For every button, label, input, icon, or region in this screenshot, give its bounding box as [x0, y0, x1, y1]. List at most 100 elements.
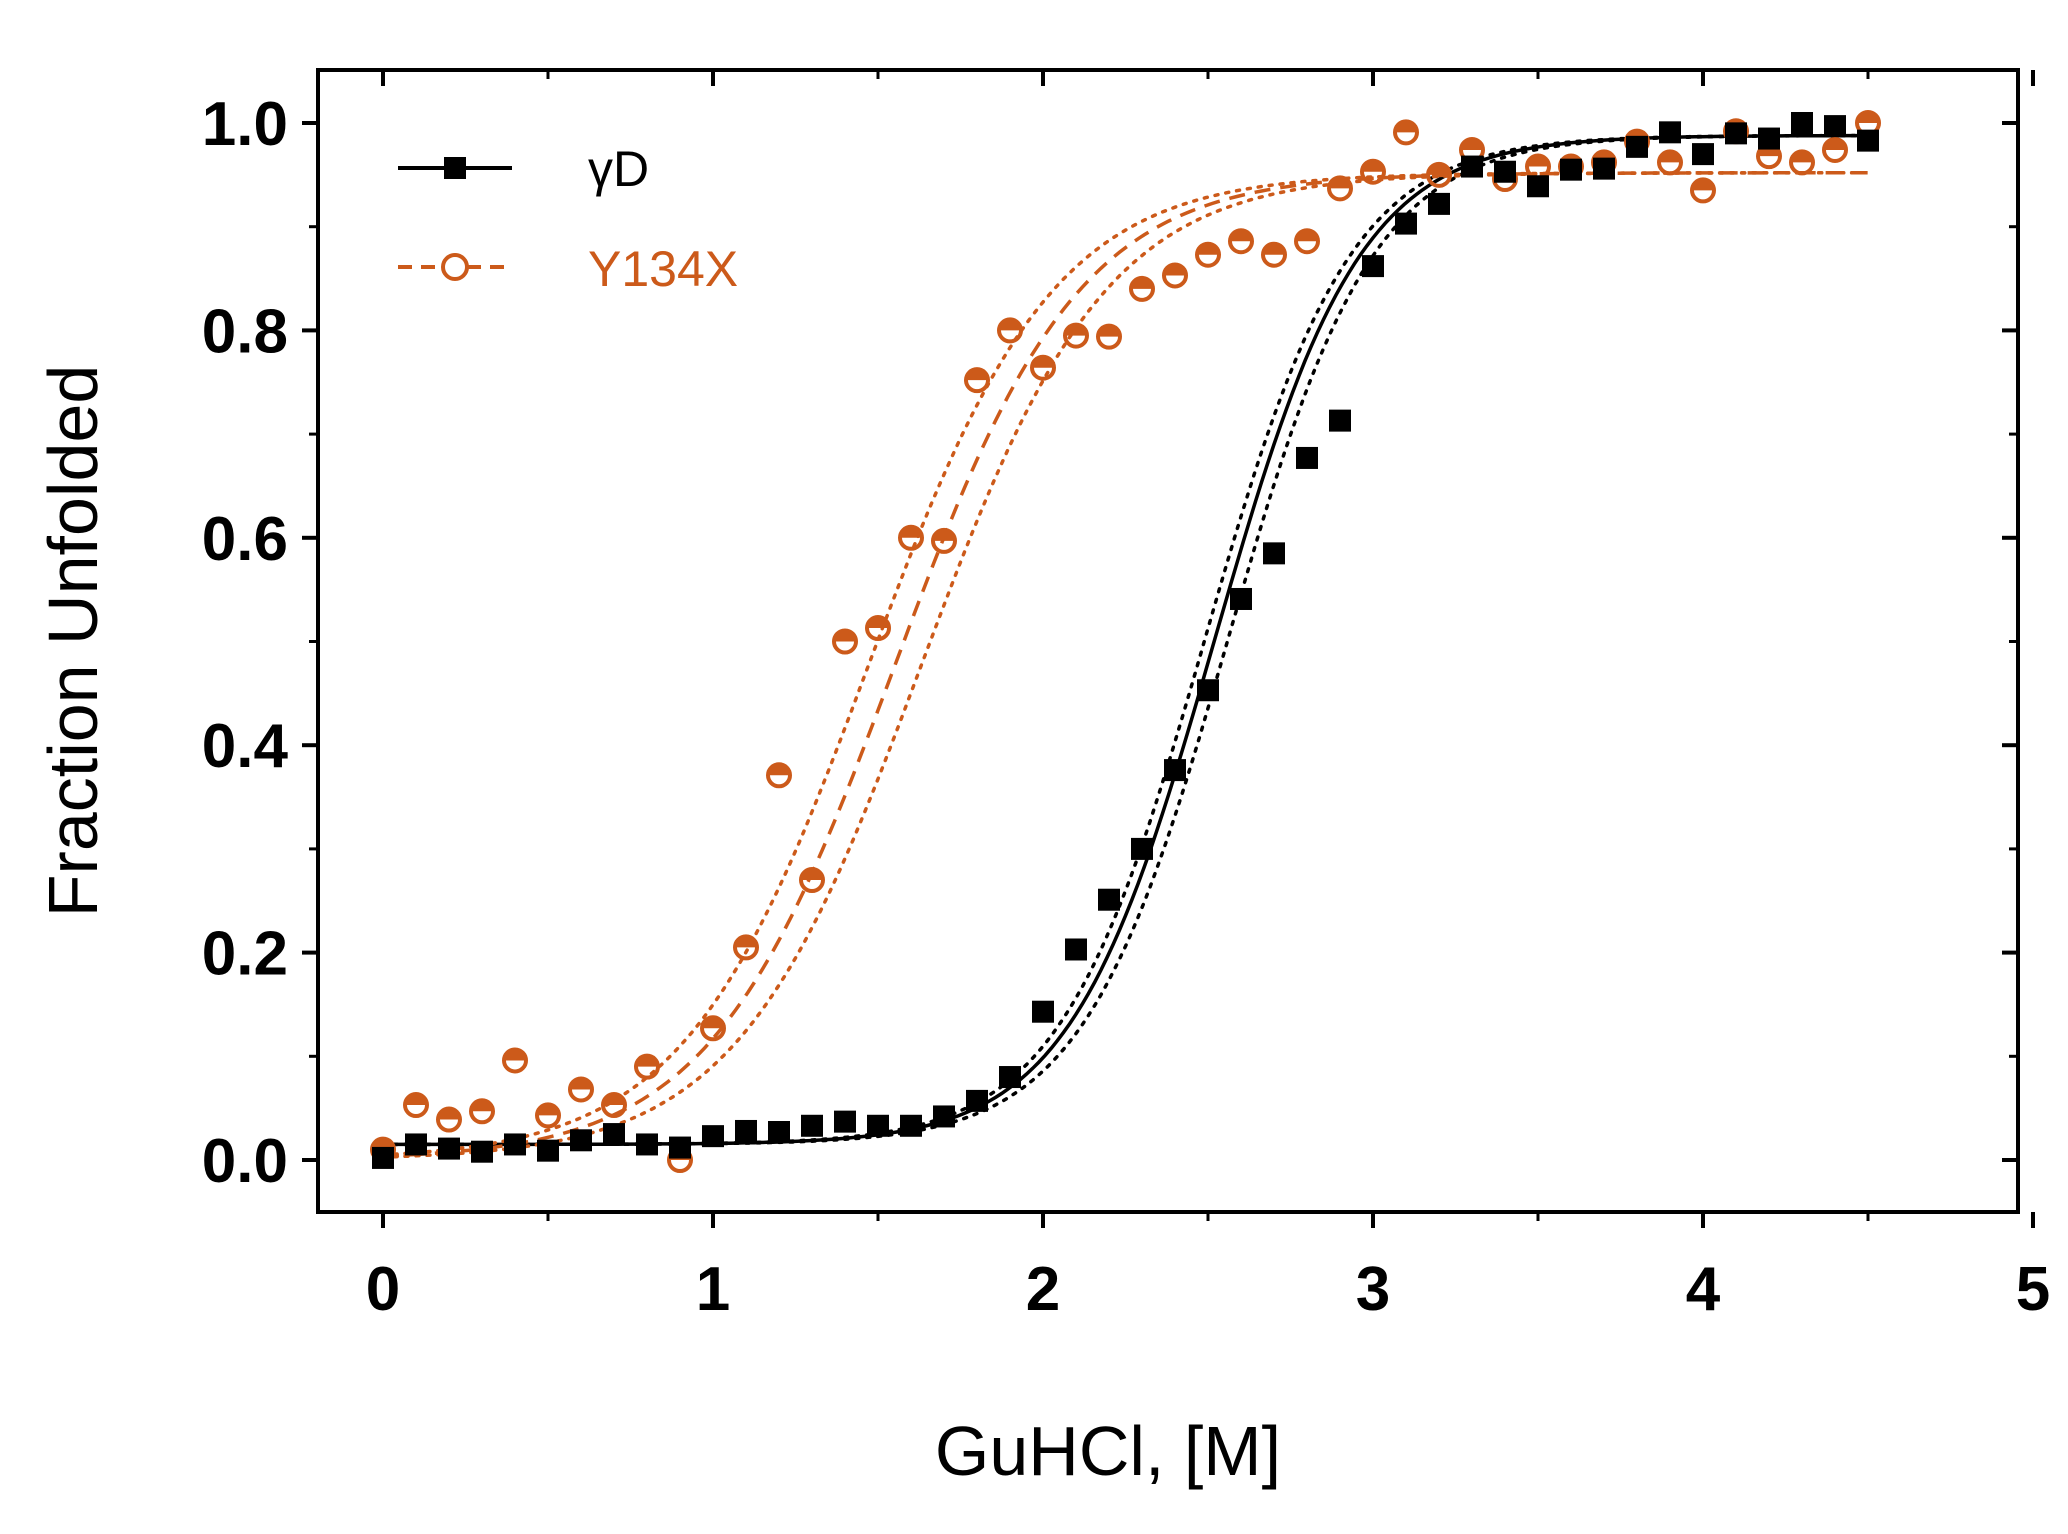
data-point-Y134X — [469, 1098, 495, 1125]
data-point-gammaD — [1230, 587, 1252, 610]
data-point-gammaD — [801, 1114, 823, 1137]
fit-line-1 — [382, 171, 1868, 1158]
data-point-Y134X — [1261, 241, 1287, 268]
x-tick-label: 5 — [2016, 1255, 2050, 1324]
x-tick-label: 4 — [1686, 1255, 1721, 1324]
data-point-Y134X — [1063, 322, 1089, 349]
marker-ring — [997, 317, 1023, 344]
marker-ring — [733, 934, 759, 961]
data-point-Y134X — [865, 615, 891, 642]
legend-marker-Y134X — [441, 253, 469, 281]
marker-ring — [1096, 323, 1122, 350]
marker-ring — [1657, 149, 1683, 176]
data-point-Y134X — [1789, 149, 1815, 176]
data-point-Y134X — [1360, 158, 1386, 185]
legend-label-gammaD: γD — [588, 141, 649, 197]
data-point-Y134X — [436, 1106, 462, 1133]
data-point-Y134X — [568, 1076, 594, 1103]
data-point-gammaD — [1296, 446, 1318, 469]
y-tick-label: 0.0 — [202, 1127, 288, 1196]
data-point-Y134X — [1657, 149, 1683, 176]
fit-curves — [381, 133, 1870, 1159]
data-point-gammaD — [768, 1121, 790, 1144]
data-point-gammaD — [1857, 129, 1879, 152]
confidence-band-1 — [381, 171, 1870, 1157]
legend: γD Y134X — [398, 141, 738, 297]
data-point-Y134X — [1228, 228, 1254, 255]
marker-ring — [1228, 228, 1254, 255]
legend-label-Y134X: Y134X — [588, 241, 738, 297]
marker-ring — [832, 628, 858, 655]
marker-ring — [865, 615, 891, 642]
data-point-gammaD — [1197, 679, 1219, 702]
y-tick-label: 0.2 — [202, 920, 288, 989]
marker-ring — [799, 867, 825, 894]
data-point-gammaD — [1461, 155, 1483, 178]
x-tick-label: 1 — [696, 1255, 730, 1324]
data-point-gammaD — [636, 1133, 658, 1156]
data-point-gammaD — [1428, 192, 1450, 215]
data-point-gammaD — [966, 1089, 988, 1112]
data-point-Y134X — [601, 1092, 627, 1119]
data-point-Y134X — [403, 1092, 429, 1119]
marker-ring — [1162, 262, 1188, 289]
data-point-Y134X — [1096, 323, 1122, 350]
data-point-gammaD — [1329, 409, 1351, 432]
data-point-Y134X — [931, 527, 957, 554]
y-tick-label: 1.0 — [202, 90, 288, 159]
data-point-gammaD — [1494, 160, 1516, 183]
data-point-Y134X — [1195, 241, 1221, 268]
data-point-gammaD — [372, 1146, 394, 1169]
data-point-gammaD — [603, 1123, 625, 1146]
data-point-gammaD — [1659, 121, 1681, 144]
data-point-Y134X — [1393, 119, 1419, 146]
data-point-Y134X — [766, 762, 792, 789]
fit-line-0 — [383, 133, 1868, 1147]
marker-ring — [601, 1092, 627, 1119]
marker-ring — [766, 762, 792, 789]
data-point-gammaD — [1692, 143, 1714, 166]
data-point-Y134X — [502, 1047, 528, 1074]
marker-ring — [1195, 241, 1221, 268]
data-point-Y134X — [1525, 153, 1551, 180]
axes: 0 1 2 3 4 5 0.0 0.2 0.4 0.6 0.8 1.0 — [202, 70, 2050, 1324]
data-point-Y134X — [1162, 262, 1188, 289]
data-point-gammaD — [438, 1137, 460, 1160]
marker-ring — [964, 367, 990, 394]
marker-ring — [1030, 354, 1056, 381]
data-point-Y134X — [964, 367, 990, 394]
marker-ring — [898, 524, 924, 551]
data-point-Y134X — [997, 317, 1023, 344]
data-point-Y134X — [1294, 228, 1320, 255]
data-point-gammaD — [1791, 112, 1813, 134]
confidence-band-1 — [381, 171, 1870, 1159]
data-point-Y134X — [1690, 177, 1716, 204]
data-point-gammaD — [1527, 175, 1549, 198]
data-point-Y134X — [535, 1102, 561, 1129]
data-point-gammaD — [900, 1114, 922, 1137]
marker-ring — [1393, 119, 1419, 146]
data-point-Y134X — [898, 524, 924, 551]
y-axis-title: Fraction Unfolded — [34, 365, 112, 918]
data-point-gammaD — [1560, 158, 1582, 181]
marker-ring — [931, 527, 957, 554]
legend-item-Y134X: Y134X — [398, 241, 738, 297]
marker-ring — [469, 1098, 495, 1125]
data-point-Y134X — [634, 1053, 660, 1080]
data-point-gammaD — [1593, 157, 1615, 180]
y-tick-label: 0.6 — [202, 505, 288, 574]
data-point-gammaD — [570, 1129, 592, 1152]
data-points — [370, 110, 1881, 1173]
data-point-Y134X — [1129, 275, 1155, 302]
data-point-gammaD — [1131, 837, 1153, 860]
data-point-Y134X — [1030, 354, 1056, 381]
marker-ring — [535, 1102, 561, 1129]
data-point-gammaD — [1758, 127, 1780, 150]
data-point-gammaD — [405, 1133, 427, 1156]
data-point-Y134X — [832, 628, 858, 655]
data-point-gammaD — [999, 1066, 1021, 1089]
marker-ring — [436, 1106, 462, 1133]
marker-ring — [1063, 322, 1089, 349]
data-point-gammaD — [1824, 115, 1846, 138]
